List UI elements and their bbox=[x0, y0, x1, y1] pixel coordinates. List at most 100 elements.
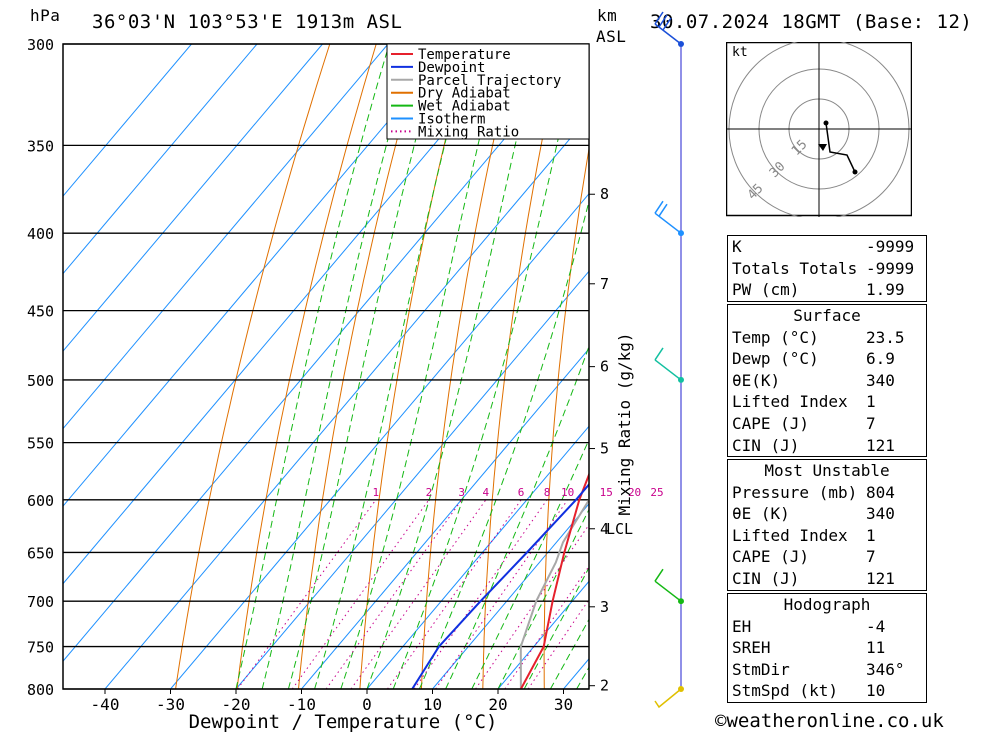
storm-motion-marker bbox=[818, 144, 827, 151]
isotherm-line bbox=[63, 44, 585, 662]
isotherm-line bbox=[629, 44, 720, 689]
wet-adiabat-line bbox=[471, 438, 589, 689]
mixing-ratio-line bbox=[413, 499, 548, 689]
wind-barb-flag bbox=[658, 14, 668, 28]
km-label: km bbox=[597, 6, 618, 25]
parcel-trajectory-line bbox=[519, 497, 589, 689]
wind-barb bbox=[654, 688, 682, 709]
temperature-tick-label: 0 bbox=[362, 695, 372, 714]
dry-adiabat-line bbox=[420, 44, 516, 689]
temperature-tick-label: 20 bbox=[488, 695, 507, 714]
mixing-ratio-line bbox=[387, 499, 522, 689]
km-tick-label: 8 bbox=[600, 185, 609, 203]
wind-barb-flag bbox=[654, 347, 664, 361]
wind-barb bbox=[654, 212, 682, 234]
mixing-ratio-line bbox=[325, 499, 463, 689]
indices-box: K -9999 Totals Totals -9999 PW (cm) 1.99 bbox=[727, 235, 927, 302]
legend-entry: Dewpoint bbox=[418, 60, 485, 76]
temperature-tick-label: -40 bbox=[91, 695, 120, 714]
lcl-label: LCL bbox=[606, 520, 633, 538]
hodograph-kt-label: kt bbox=[732, 45, 748, 60]
wind-barb bbox=[654, 23, 682, 45]
mixing-ratio-label: 10 bbox=[561, 486, 574, 499]
wet-adiabat-line bbox=[549, 618, 589, 689]
isotherm-line bbox=[63, 44, 323, 352]
wet-adiabat-line bbox=[392, 44, 581, 689]
isotherm-line bbox=[563, 658, 589, 689]
wet-adiabat-line bbox=[445, 344, 589, 689]
mixing-ratio-label: 20 bbox=[628, 486, 641, 499]
wind-barb-flag bbox=[654, 568, 664, 582]
pressure-tick-label: 400 bbox=[27, 225, 54, 243]
legend-entry: Isotherm bbox=[418, 112, 485, 128]
pressure-tick-label: 500 bbox=[27, 372, 54, 390]
mixing-ratio-axis-label: Mixing Ratio (g/kg) bbox=[615, 332, 634, 515]
wet-adiabat-line bbox=[418, 199, 589, 689]
temperature-tick-label: -20 bbox=[222, 695, 251, 714]
isotherm-line bbox=[63, 44, 258, 275]
pressure-tick-label: 700 bbox=[27, 593, 54, 611]
wind-barb-flag bbox=[658, 203, 668, 217]
legend-entry: Mixing Ratio bbox=[418, 124, 519, 140]
km-tick-label: 4 bbox=[600, 520, 609, 538]
mixing-ratio-line bbox=[475, 523, 589, 689]
pressure-tick-label: 650 bbox=[27, 544, 54, 562]
temperature-tick-label: -10 bbox=[287, 695, 316, 714]
hodograph-box: Hodograph EH -4 SREH 11 StmDir 346° StmSpd … bbox=[727, 593, 927, 703]
pressure-tick-label: 450 bbox=[27, 303, 54, 321]
pressure-tick-label: 600 bbox=[27, 492, 54, 510]
wind-barb bbox=[654, 359, 682, 381]
isotherm-line bbox=[63, 44, 389, 430]
isotherm-line bbox=[366, 425, 589, 689]
isotherm-line bbox=[170, 192, 589, 689]
legend-entry: Wet Adiabat bbox=[418, 99, 511, 115]
dry-adiabat-line bbox=[718, 44, 720, 689]
mixing-ratio-line bbox=[291, 499, 430, 689]
wet-adiabat-line bbox=[287, 44, 442, 689]
pressure-tick-label: 300 bbox=[27, 36, 54, 54]
pressure-tick-label: 800 bbox=[27, 681, 54, 699]
km-tick-label: 6 bbox=[600, 358, 609, 376]
plot-frame bbox=[62, 43, 590, 690]
wet-adiabat-line bbox=[235, 44, 390, 689]
datetime-title: 30.07.2024 18GMT (Base: 12) bbox=[650, 11, 973, 33]
wind-barb-flag bbox=[654, 11, 664, 25]
isotherm-line bbox=[432, 503, 589, 689]
mixing-ratio-label: 25 bbox=[650, 486, 663, 499]
legend-entry: Temperature bbox=[418, 47, 511, 63]
isotherm-line bbox=[63, 44, 454, 507]
pressure-tick-label: 550 bbox=[27, 435, 54, 453]
hodograph: kt 15 30 45 bbox=[726, 42, 912, 217]
location-title: 36°03'N 103°53'E 1913m ASL bbox=[92, 11, 403, 33]
legend-entry: Parcel Trajectory bbox=[418, 73, 561, 89]
mixing-ratio-line bbox=[350, 499, 487, 689]
skew-t-diagram: 1 2 3 4 6 8 10 15 20 2530035040045050055060065070… bbox=[27, 11, 720, 733]
wet-adiabat-line bbox=[497, 508, 589, 689]
copyright[interactable]: ©weatheronline.co.uk bbox=[715, 710, 944, 732]
hodograph-trace bbox=[825, 122, 856, 173]
temperature-tick-label: 10 bbox=[423, 695, 442, 714]
wind-barb-flag bbox=[654, 200, 664, 214]
km-tick-label: 5 bbox=[600, 440, 609, 458]
km-tick-label: 7 bbox=[600, 275, 609, 293]
mixing-ratio-line bbox=[237, 499, 377, 689]
mixing-ratio-label: 2 bbox=[426, 486, 433, 499]
isotherm-line bbox=[104, 115, 589, 689]
legend-box bbox=[386, 43, 590, 140]
wet-adiabat-line bbox=[261, 44, 415, 689]
mixing-ratio-label: 4 bbox=[483, 486, 490, 499]
km-tick-label: 3 bbox=[600, 598, 609, 616]
wet-adiabat-line bbox=[340, 44, 504, 689]
legend-entry: Dry Adiabat bbox=[418, 86, 511, 102]
isotherm-line bbox=[235, 270, 589, 689]
isotherm-line bbox=[63, 44, 520, 585]
pressure-tick-label: 750 bbox=[27, 639, 54, 657]
most-unstable-box: Most Unstable Pressure (mb) 804 θE (K) 340… bbox=[727, 459, 927, 591]
mixing-ratio-label: 15 bbox=[600, 486, 613, 499]
mixing-ratio-label: 3 bbox=[458, 486, 465, 499]
temperature-line bbox=[520, 471, 589, 689]
hpa-label: hPa bbox=[30, 6, 61, 25]
pressure-tick-label: 350 bbox=[27, 137, 54, 155]
surface-box: Surface Temp (°C) 23.5 Dewp (°C) 6.9 θE(K)… bbox=[727, 304, 927, 458]
temperature-tick-label: 30 bbox=[554, 695, 573, 714]
